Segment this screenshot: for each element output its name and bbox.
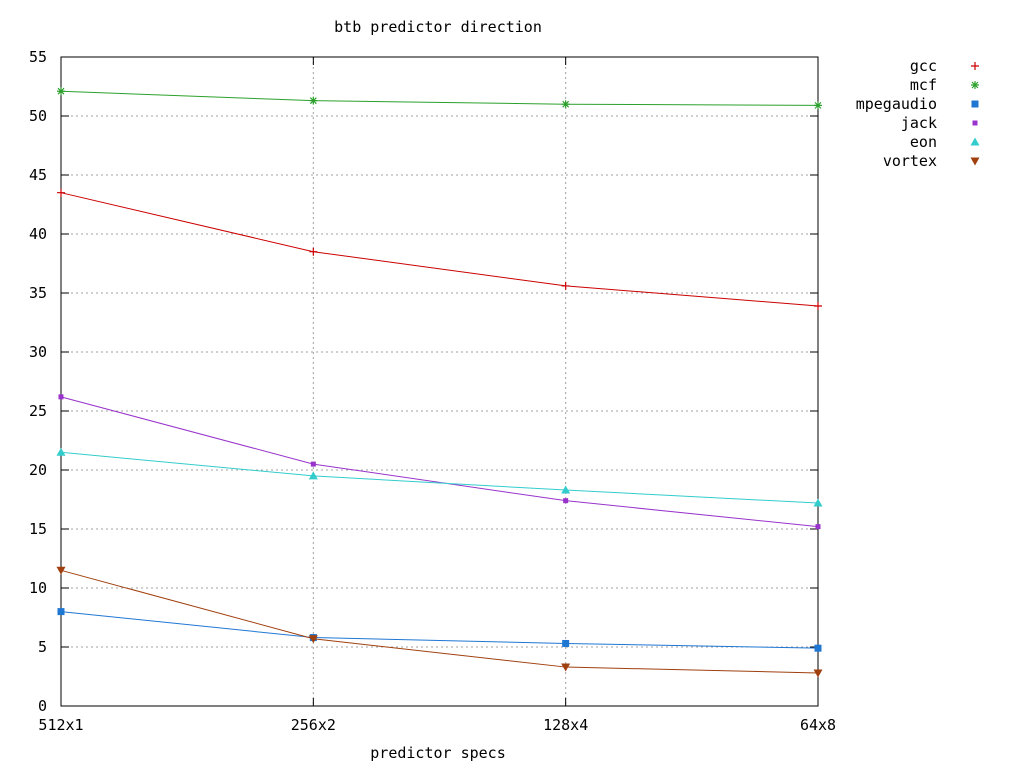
data-point-gcc [57, 188, 65, 197]
y-tick-label: 50 [29, 107, 47, 125]
series-group [56, 87, 823, 678]
data-point-mcf [309, 96, 318, 105]
series-line-gcc [60, 192, 819, 307]
legend-label: jack [901, 114, 937, 132]
legend-entry-jack: jack [901, 114, 978, 132]
legend-label: mcf [910, 76, 937, 94]
y-tick-label: 45 [29, 166, 47, 184]
series-line-eon [60, 451, 819, 504]
x-tick-label: 128x4 [543, 716, 588, 734]
legend-marker-mcf [971, 81, 979, 89]
y-tick-label: 5 [38, 638, 47, 656]
y-tick-label: 40 [29, 225, 47, 243]
y-tick-label: 20 [29, 461, 47, 479]
series-gcc [57, 188, 822, 310]
data-point-mcf [814, 101, 822, 110]
data-point-gcc [309, 247, 318, 256]
x-axis-label: predictor specs [370, 744, 505, 762]
data-point-jack [58, 394, 64, 400]
y-tick-label: 35 [29, 284, 47, 302]
data-point-vortex [56, 566, 66, 575]
y-tick-label: 30 [29, 343, 47, 361]
legend-label: mpegaudio [856, 95, 937, 113]
legend-marker-jack [972, 120, 978, 126]
data-point-eon [56, 447, 66, 456]
data-point-mpegaudio [57, 608, 65, 616]
legend-marker-gcc [971, 62, 979, 70]
legend-label: gcc [910, 57, 937, 75]
series-mpegaudio [57, 608, 822, 652]
data-point-vortex [561, 663, 571, 672]
legend-marker-vortex [970, 157, 980, 166]
data-point-jack [815, 524, 821, 530]
series-mcf [57, 87, 822, 110]
series-line-mcf [60, 90, 819, 106]
data-point-eon [308, 471, 318, 480]
x-tick-label: 64x8 [800, 716, 836, 734]
legend-entry-mcf: mcf [910, 76, 979, 94]
data-point-eon [561, 485, 571, 494]
series-vortex [56, 566, 823, 678]
data-point-mpegaudio [814, 644, 822, 652]
legend-entry-vortex: vortex [883, 152, 980, 170]
series-line-mpegaudio [60, 611, 819, 649]
legend-label: vortex [883, 152, 937, 170]
x-axis: 512x1 256x2 128x4 64x8 [38, 57, 836, 734]
y-tick-label: 0 [38, 697, 47, 715]
data-point-vortex [813, 669, 823, 678]
data-point-mcf [561, 100, 570, 109]
legend-marker-eon [970, 137, 980, 146]
x-tick-label: 256x2 [291, 716, 336, 734]
legend-entry-mpegaudio: mpegaudio [856, 95, 979, 113]
data-point-vortex [308, 635, 318, 644]
data-point-jack [310, 461, 316, 467]
chart-title: btb predictor direction [334, 18, 542, 36]
data-point-eon [813, 498, 823, 507]
plot-frame [60, 56, 819, 707]
y-axis: 0 5 10 15 20 25 30 35 40 45 50 55 [29, 48, 818, 715]
y-tick-label: 55 [29, 48, 47, 66]
data-point-mcf [57, 87, 65, 96]
series-eon [56, 447, 823, 507]
data-point-jack [563, 498, 569, 504]
data-point-gcc [814, 301, 822, 310]
data-point-gcc [561, 281, 570, 290]
y-tick-label: 10 [29, 579, 47, 597]
grid [61, 57, 818, 706]
legend-entry-gcc: gcc [910, 57, 979, 75]
y-tick-label: 25 [29, 402, 47, 420]
x-tick-label: 512x1 [38, 716, 83, 734]
y-tick-label: 15 [29, 520, 47, 538]
legend-marker-mpegaudio [971, 100, 979, 108]
series-line-vortex [60, 569, 819, 674]
series-line-jack [60, 396, 819, 528]
data-point-mpegaudio [562, 639, 570, 647]
legend-entry-eon: eon [910, 133, 980, 151]
series-jack [58, 394, 821, 530]
legend-label: eon [910, 133, 937, 151]
